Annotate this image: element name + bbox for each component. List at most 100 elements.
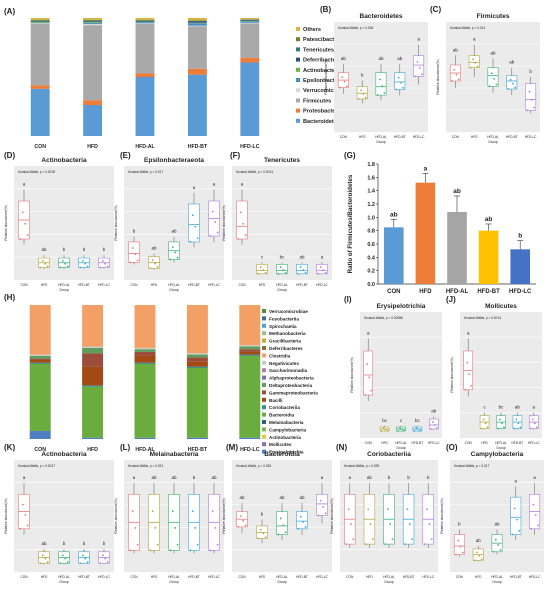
legend-label: Campylobacteria [269,427,306,432]
box [276,511,288,535]
data-point [237,525,240,528]
data-point [299,515,302,518]
significance-letter: ab [397,56,403,61]
legend-label: Bacteroidia [269,413,294,418]
stack-segment-A-0-5 [30,21,50,23]
bar [510,249,530,284]
stack-segment-H-1-0 [82,437,104,439]
kruskal-wallis-label: Kruskal-Wallis, p = 0.017 [454,464,489,468]
box [316,494,328,516]
panel-title: Campylobacteria [471,451,524,458]
data-point [259,266,262,269]
stack-segment-H-3-6 [186,353,208,355]
data-point [480,427,483,430]
data-point [455,553,457,556]
data-point [59,266,62,269]
data-point [41,259,44,262]
group-tick-label: HFD-LC [208,575,220,579]
legend-label: Deltaproteobacteria [269,383,313,388]
stack-segment-H-3-0 [186,437,208,439]
legend-label: Melainabacteria [269,420,304,425]
data-point [513,507,516,510]
y-tick-label: 0.8 [367,229,375,235]
box [356,86,368,100]
data-point [136,259,139,262]
legend-swatch [262,412,266,417]
box [188,203,200,243]
box [256,525,268,539]
group-tick-label: HFD-BT [188,575,200,579]
significance-letter: b [407,475,410,480]
x-axis-label: Group [59,580,69,584]
significance-letter: b [63,541,66,546]
y-axis-label: Relative abundance(%) [440,498,444,533]
y-axis-label: Relative abundance(%) [114,498,118,533]
data-point [304,271,307,274]
legend-swatch [262,383,266,387]
group-tick-label: HFD-BT [78,283,90,287]
stack-segment-A-0-6 [30,20,50,22]
legend-swatch [296,88,300,93]
data-point [299,266,302,269]
group-tick-label: HFD [259,283,266,287]
legend-label: Actinobacteria [269,435,301,440]
stack-segment-A-1-6 [83,20,103,22]
data-point [257,537,260,540]
stack-segment-A-3-4 [187,23,207,26]
data-point [501,422,503,425]
legend-label: Verrucomicrobiae [269,309,308,314]
box [296,264,308,275]
significance-letter: bc [415,418,421,423]
data-point [169,549,172,552]
box [413,55,425,77]
stack-segment-H-0-3 [29,359,51,363]
significance-letter: ab [485,216,493,223]
box [296,511,308,530]
stack-segment-A-4-8 [240,19,260,20]
data-point [279,517,282,520]
significance-letter: ab [494,521,500,526]
group-tick-label: HFD-AL [58,283,70,287]
stack-segment-H-4-6 [239,345,261,347]
significance-letter: a [213,182,216,187]
box [453,534,465,555]
data-point [284,271,287,274]
significance-letter: bc [499,405,505,410]
category-label: CON [34,144,46,150]
panel-title: Bacteroidetes [360,13,403,20]
group-tick-label: HFD-BT [296,283,308,287]
data-point [469,66,472,69]
data-point [380,430,383,432]
y-tick-label: 1.8 [367,162,375,168]
category-label: HFD-BT [477,289,500,295]
data-point [433,424,436,426]
panel-title: Epsilonbacteraeota [144,157,204,164]
stack-segment-A-2-5 [135,21,155,23]
stack-segment-A-3-0 [187,74,207,136]
data-point [457,539,460,542]
data-point [473,559,476,562]
y-axis-label: Relative abundance(%) [222,498,226,533]
plot-background [232,166,332,280]
category-label: HFD-LC [240,447,260,453]
kruskal-wallis-label: Kruskal-Wallis, p = 0.0014 [236,170,273,174]
data-point [339,86,341,89]
data-point [428,523,431,526]
legend-label: Bacteroidetes [303,119,340,125]
category-label: HFD [419,289,432,295]
significance-letter: b [388,475,391,480]
data-point [368,376,371,379]
data-point [486,426,489,429]
data-point [370,389,373,392]
data-point [154,527,157,529]
legend-label: Tenericutes [303,47,334,53]
stack-segment-H-3-4 [186,357,208,362]
data-point [209,549,212,552]
data-point [39,562,42,565]
panel-letter-C: (C) [430,5,441,14]
legend-label: Epsilonbacteraeota [303,78,355,84]
panel-title: Erysipelotrichia [377,303,426,310]
data-point [79,562,82,565]
y-tick-label: 1.0 [367,215,375,221]
stack-segment-A-0-9 [30,18,50,20]
